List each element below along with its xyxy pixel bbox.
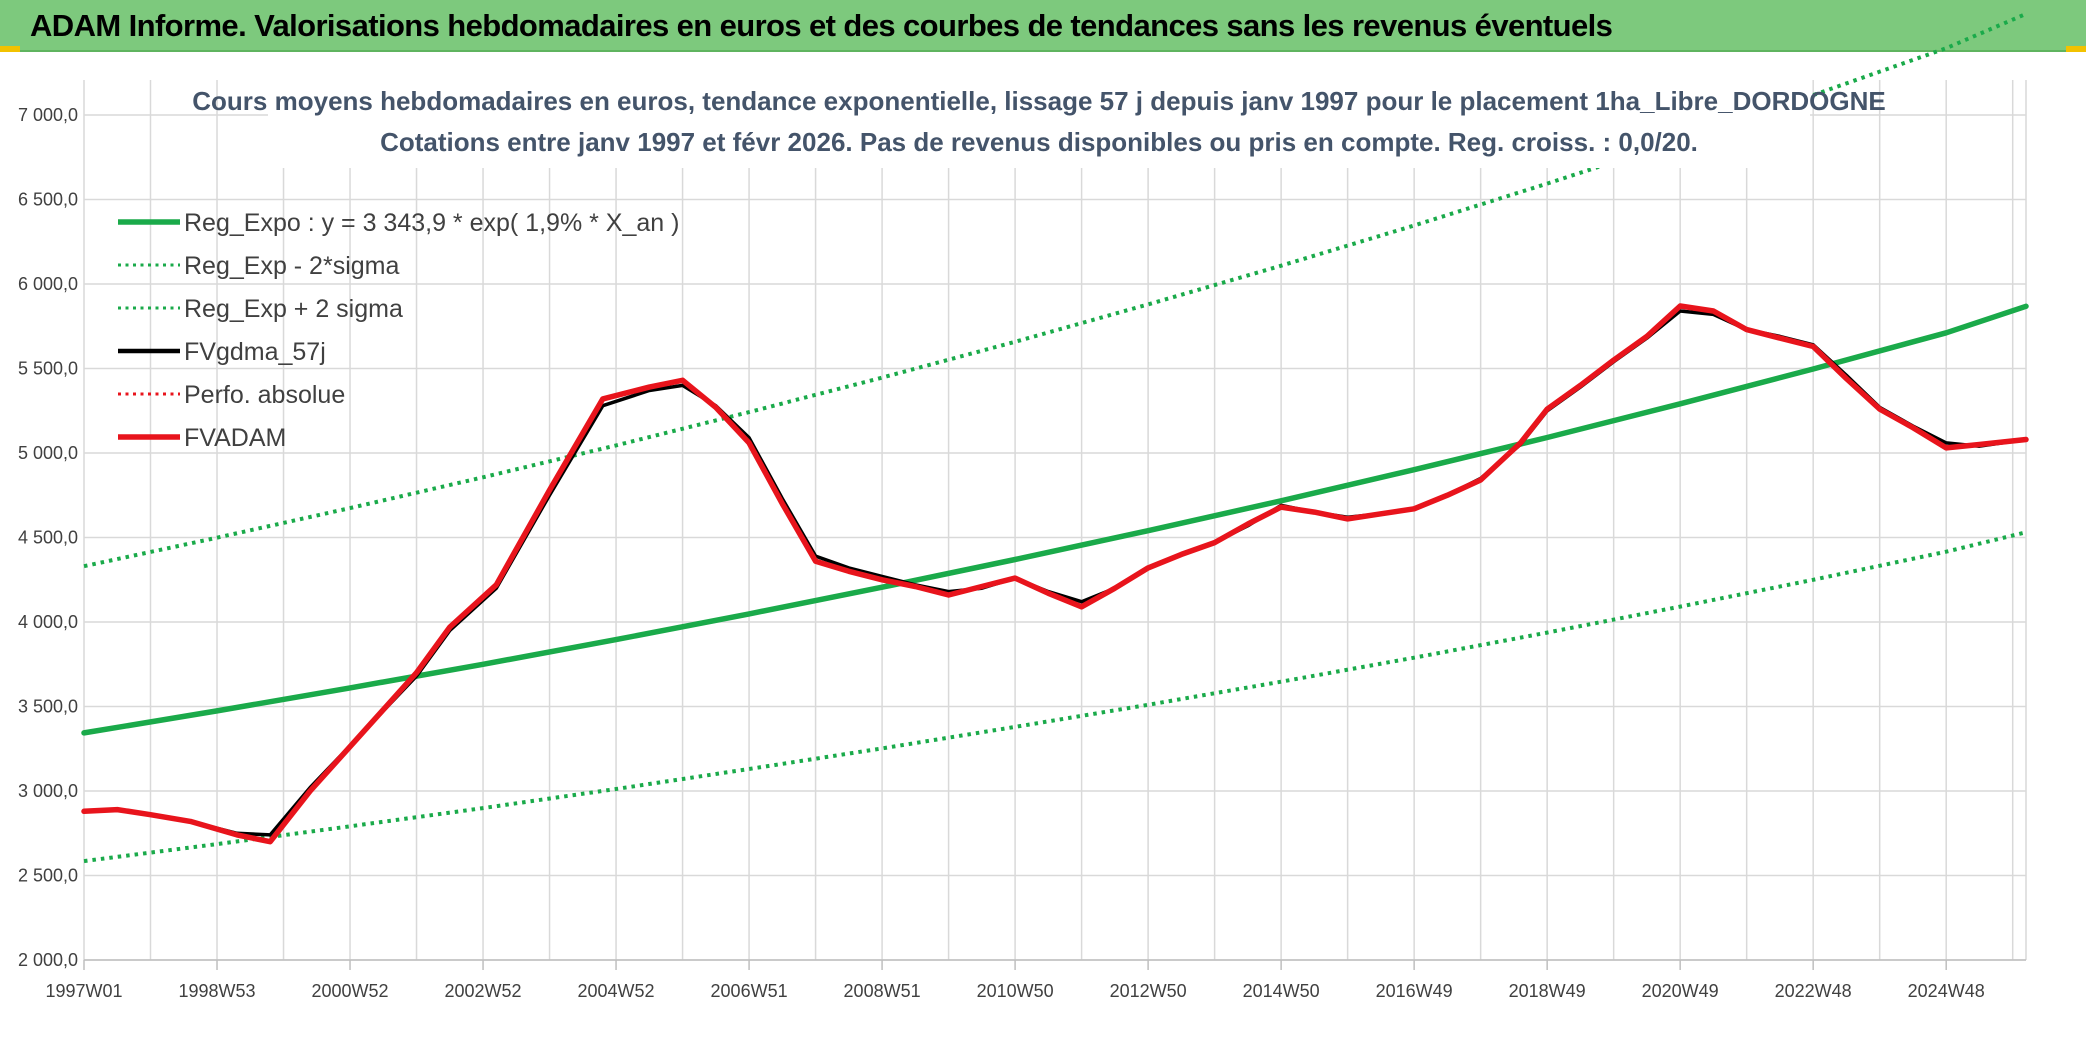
y-tick-label: 5 500,0	[18, 359, 78, 379]
legend-label-1: Reg_Exp - 2*sigma	[184, 252, 399, 280]
y-axis: 7 000,0 6 500,0 6 000,0 5 500,0 5 000,0 4 500…	[18, 105, 78, 970]
header-bar: ADAM Informe. Valorisations hebdomadaire…	[0, 0, 2086, 52]
series-line-5	[81, 303, 2029, 845]
legend: Reg_Expo : y = 3 343,9 * exp( 1,9% * X_a…	[118, 209, 679, 452]
x-tick-label: 2014W50	[1243, 981, 1320, 1001]
legend-label-5: FVADAM	[184, 424, 286, 452]
x-tick-label: 2006W51	[711, 981, 788, 1001]
x-tick-label: 1998W53	[178, 981, 255, 1001]
x-tick-label: 2008W51	[844, 981, 921, 1001]
x-tick-label: 2016W49	[1376, 981, 1453, 1001]
x-tick-label: 2018W49	[1509, 981, 1586, 1001]
y-tick-label: 5 000,0	[18, 443, 78, 463]
chart-title-background	[268, 80, 1810, 168]
x-tick-label: 2002W52	[445, 981, 522, 1001]
legend-label-0: Reg_Expo : y = 3 343,9 * exp( 1,9% * X_a…	[184, 209, 679, 237]
series-line-2	[83, 12, 2027, 569]
y-tick-label: 2 500,0	[18, 866, 78, 886]
corner-mark-right	[2066, 46, 2086, 52]
y-tick-label: 6 500,0	[18, 190, 78, 210]
legend-label-3: FVgdma_57j	[184, 338, 326, 366]
legend-label-2: Reg_Exp + 2 sigma	[184, 295, 403, 323]
y-tick-label: 7 000,0	[18, 105, 78, 125]
y-tick-label: 6 000,0	[18, 274, 78, 294]
x-axis: 1997W01 1998W53 2000W52 2002W52 2004W52 2006W…	[45, 959, 2026, 1001]
series-line-1	[83, 530, 2027, 864]
y-tick-label: 4 500,0	[18, 528, 78, 548]
y-tick-label: 3 500,0	[18, 697, 78, 717]
page-title: ADAM Informe. Valorisations hebdomadaire…	[30, 8, 1613, 43]
chart-title-line-2: Cotations entre janv 1997 et févr 2026. …	[380, 127, 1698, 157]
x-tick-label: 2000W52	[311, 981, 388, 1001]
x-tick-label: 2020W49	[1642, 981, 1719, 1001]
y-tick-label: 4 000,0	[18, 612, 78, 632]
x-tick-label: 2012W50	[1110, 981, 1187, 1001]
x-tick-label: 1997W01	[45, 981, 122, 1001]
series-layer	[81, 12, 2029, 864]
corner-mark-left	[0, 46, 20, 52]
x-tick-label: 2024W48	[1908, 981, 1985, 1001]
x-tick-label: 2004W52	[578, 981, 655, 1001]
chart-title-line-1: Cours moyens hebdomadaires en euros, ten…	[192, 86, 1885, 116]
legend-label-4: Perfo. absolue	[184, 381, 345, 409]
x-tick-label: 2022W48	[1775, 981, 1852, 1001]
chart-title: Cours moyens hebdomadaires en euros, ten…	[192, 80, 1886, 168]
y-tick-label: 2 000,0	[18, 950, 78, 970]
series-line-0	[81, 303, 2029, 736]
y-tick-label: 3 000,0	[18, 781, 78, 801]
x-tick-label: 2010W50	[977, 981, 1054, 1001]
